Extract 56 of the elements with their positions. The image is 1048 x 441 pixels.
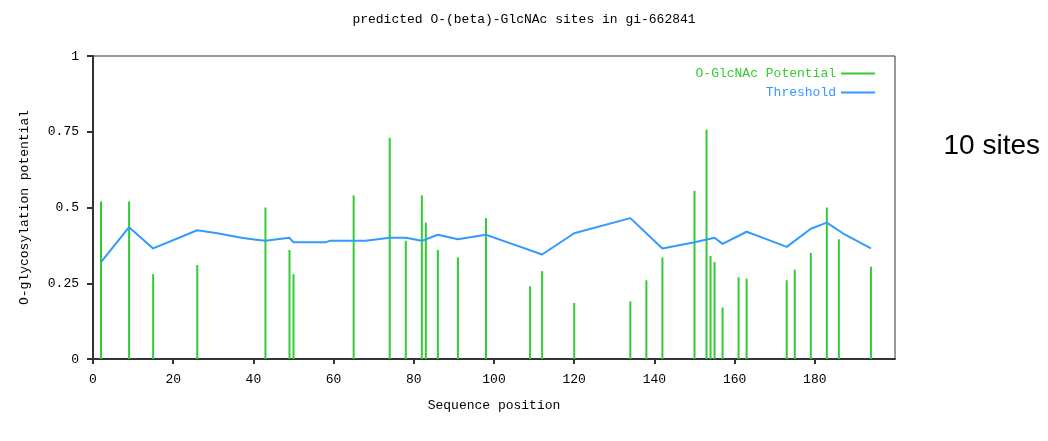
x-tick-label: 60 xyxy=(325,372,342,387)
bar xyxy=(693,190,696,359)
y-tick-label: 0 xyxy=(71,351,79,367)
bar xyxy=(825,207,828,359)
bar xyxy=(809,252,812,359)
bar xyxy=(388,137,391,359)
x-tick-label: 160 xyxy=(722,372,747,387)
x-tick-label: 140 xyxy=(642,372,667,387)
x-tick-label: 20 xyxy=(165,372,181,387)
legend-label: O-GlcNAc Potential xyxy=(695,66,837,81)
bar xyxy=(709,255,712,359)
legend-label: Threshold xyxy=(765,85,836,100)
bar xyxy=(292,274,295,359)
x-tick-label: 40 xyxy=(245,372,262,387)
bar xyxy=(661,257,664,359)
bar xyxy=(352,195,355,359)
bar xyxy=(713,262,716,359)
bar xyxy=(456,257,459,359)
y-tick-label: 0.5 xyxy=(55,200,79,215)
bar xyxy=(436,249,439,359)
x-tick-label: 0 xyxy=(89,372,97,387)
bar xyxy=(541,271,544,359)
bar xyxy=(573,302,576,359)
bar xyxy=(100,201,103,359)
bar xyxy=(152,274,155,359)
bar xyxy=(645,280,648,359)
bar xyxy=(288,249,291,359)
bar xyxy=(128,201,131,359)
bar xyxy=(837,239,840,359)
bar xyxy=(785,280,788,359)
y-tick-label: 0.25 xyxy=(47,275,79,291)
bar xyxy=(420,195,423,359)
text: 10 sites xyxy=(943,128,1040,160)
bar xyxy=(745,278,748,359)
bar xyxy=(484,218,487,359)
x-axis-title: Sequence position xyxy=(427,398,561,413)
line-series xyxy=(100,217,872,264)
y-axis-title: O-glycosylation potential xyxy=(17,109,32,306)
y-tick-label: 1 xyxy=(71,48,80,64)
bar xyxy=(869,266,872,359)
bar xyxy=(196,265,199,359)
bar xyxy=(264,207,267,359)
bar xyxy=(424,222,427,359)
bar xyxy=(721,307,724,359)
x-tick-label: 80 xyxy=(406,372,422,387)
x-tick-label: 120 xyxy=(562,372,586,387)
chart-title: predicted O-(beta)-GlcNAc sites in gi-662841 xyxy=(352,12,696,27)
bar xyxy=(793,269,796,359)
bar xyxy=(629,301,632,359)
x-tick-label: 180 xyxy=(803,372,827,387)
bar xyxy=(737,277,740,359)
bar xyxy=(705,129,708,359)
bar xyxy=(529,286,532,359)
bar xyxy=(404,240,407,359)
x-tick-label: 100 xyxy=(482,372,506,387)
y-tick-label: 0.75 xyxy=(47,124,79,140)
